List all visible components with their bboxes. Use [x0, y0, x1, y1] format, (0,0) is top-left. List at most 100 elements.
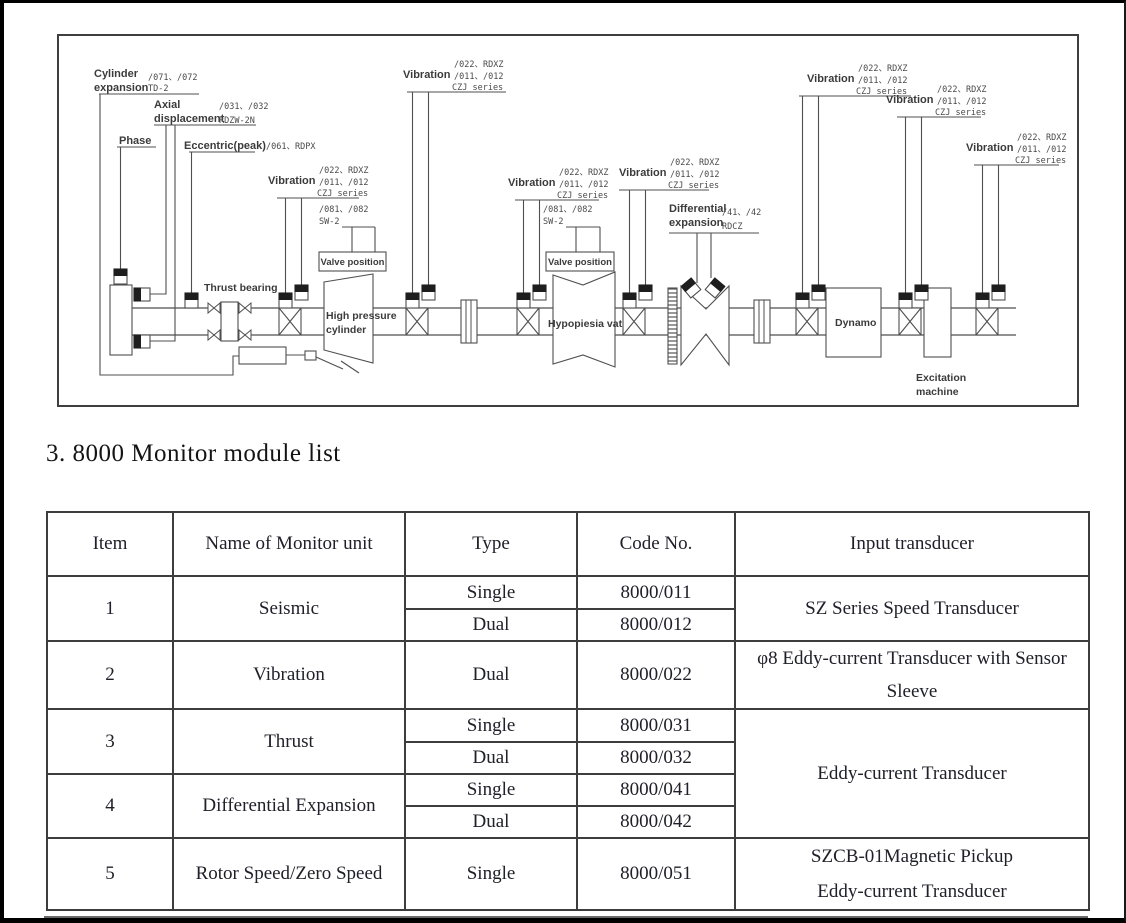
cell-item: 4 — [46, 773, 174, 839]
vibration-code: /022、RDXZ — [1017, 133, 1066, 143]
cell-name: Vibration — [172, 640, 406, 710]
vibration-probe-icon — [638, 284, 653, 301]
journal-bearing-icon — [622, 307, 646, 336]
cell-transducer: Eddy-current Transducer — [734, 708, 1090, 839]
vibration-probe-icon — [421, 284, 436, 301]
differential-expansion-code: /41、/42 — [722, 208, 761, 218]
low-pressure-cylinder-shape — [552, 271, 616, 368]
differential-expansion-label: Differential — [669, 203, 726, 215]
cylinder-expansion-label: Cylinder — [94, 68, 139, 80]
journal-bearing-icon — [975, 307, 999, 336]
valve-code: /081、/082 — [319, 205, 368, 215]
phase-probe-icon — [113, 268, 128, 285]
header-type: Type — [404, 511, 578, 577]
vibration-probe-icon — [278, 292, 293, 309]
valve-position-label: Valve position — [548, 257, 612, 268]
journal-bearing-icon — [898, 307, 922, 336]
vibration-probe-icon — [405, 292, 420, 309]
cell-name: Differential Expansion — [172, 773, 406, 839]
axial-probe-icon — [133, 334, 151, 349]
thrust-bearing-label: Thrust bearing — [204, 282, 278, 294]
vibration-label: Vibration — [619, 167, 667, 179]
table-row: 1 Seismic Single 8000/011 SZ Series Spee… — [46, 575, 1090, 642]
vibration-label: Vibration — [268, 175, 316, 187]
high-pressure-cylinder-shape — [323, 273, 374, 364]
leader-lines — [99, 91, 1059, 376]
eccentric-probe-icon — [184, 292, 199, 309]
table-row: 2 Vibration Dual 8000/022 φ8 Eddy-curren… — [46, 640, 1090, 710]
cell-type: Dual — [404, 805, 578, 839]
vibration-code: /011、/012 — [1017, 145, 1066, 155]
thrust-bearing-pad-icon — [207, 329, 221, 341]
axial-displacement-label: Axial — [154, 99, 180, 111]
vibration-code: /022、RDXZ — [937, 85, 986, 95]
shaft-coupling-icon — [460, 299, 478, 344]
vibration-code: /022、RDXZ — [319, 166, 368, 176]
vibration-code: /011、/012 — [559, 180, 608, 190]
turbine-monitoring-diagram: Cylinder expansion /071、/072 TD-2 Axial … — [57, 34, 1079, 407]
vibration-code: CZJ series — [935, 108, 986, 118]
eccentric-label: Eccentric(peak) — [184, 140, 266, 152]
header-item: Item — [46, 511, 174, 577]
vibration-label: Vibration — [886, 94, 934, 106]
excitation-machine-label: Excitation — [916, 372, 966, 384]
journal-bearing-icon — [795, 307, 819, 336]
vibration-probe-icon — [914, 284, 929, 301]
header-code: Code No. — [576, 511, 736, 577]
eccentric-code: /061、RDPX — [266, 142, 316, 152]
vibration-probe-icon — [898, 292, 913, 309]
cell-name: Rotor Speed/Zero Speed — [172, 837, 406, 911]
vibration-code: /011、/012 — [858, 76, 907, 86]
journal-bearing-icon — [405, 307, 429, 336]
valve-position-label: Valve position — [321, 257, 385, 268]
section-heading: 3. 8000 Monitor module list — [46, 440, 341, 467]
valve-position-box-2 — [545, 251, 615, 272]
dynamo-shape — [825, 287, 882, 358]
cell-code: 8000/011 — [576, 575, 736, 610]
phase-label: Phase — [119, 135, 151, 147]
vibration-label: Vibration — [403, 69, 451, 81]
dynamo-label: Dynamo — [835, 317, 876, 329]
cell-transducer: SZCB-01Magnetic Pickup Eddy-current Tran… — [734, 837, 1090, 911]
cylinder-expansion-label: expansion — [94, 82, 149, 94]
cell-transducer: φ8 Eddy-current Transducer with Sensor S… — [734, 640, 1090, 710]
cell-type: Dual — [404, 741, 578, 775]
vibration-label: Vibration — [508, 177, 556, 189]
table-row: 3 Thrust Single 8000/031 Eddy-current Tr… — [46, 708, 1090, 839]
cell-type: Single — [404, 575, 578, 610]
hp-cylinder-label: cylinder — [326, 324, 366, 336]
vibration-probe-icon — [795, 292, 810, 309]
axial-displacement-code: RDZW-2N — [219, 116, 255, 126]
table-header-row: Item Name of Monitor unit Type Code No. … — [46, 511, 1090, 577]
vibration-code: /022、RDXZ — [559, 168, 608, 178]
cell-type: Dual — [404, 640, 578, 710]
cell-code: 8000/012 — [576, 608, 736, 642]
vibration-code: /022、RDXZ — [454, 60, 503, 70]
journal-bearing-icon — [278, 307, 302, 336]
shaft-coupling-icon — [753, 299, 771, 344]
cell-code: 8000/031 — [576, 708, 736, 743]
differential-expansion-collar — [680, 284, 730, 367]
axial-displacement-label: displacement — [154, 113, 225, 125]
vibration-code: CZJ series — [668, 181, 719, 191]
cell-code: 8000/022 — [576, 640, 736, 710]
thrust-bearing-pad-icon — [238, 302, 252, 314]
footer-rule — [44, 916, 1088, 918]
differential-expansion-code: RDCZ — [722, 222, 742, 232]
vibration-code: CZJ series — [317, 189, 368, 199]
vibration-code: /011、/012 — [937, 97, 986, 107]
cell-item: 5 — [46, 837, 174, 911]
hp-cylinder-label: High pressure — [326, 310, 397, 322]
axial-displacement-code: /031、/032 — [219, 102, 268, 112]
toothed-speed-wheel — [667, 287, 678, 365]
table-row: Dual 8000/042 — [47, 805, 1089, 839]
valve-code: SW-2 — [319, 217, 339, 227]
vibration-probe-icon — [811, 284, 826, 301]
expansion-sensor-box — [238, 346, 287, 365]
valve-position-box-1 — [318, 251, 387, 272]
probe-holder-block — [109, 284, 133, 356]
cell-code: 8000/041 — [576, 773, 736, 807]
thrust-collar — [220, 301, 239, 342]
valve-code: SW-2 — [543, 217, 563, 227]
